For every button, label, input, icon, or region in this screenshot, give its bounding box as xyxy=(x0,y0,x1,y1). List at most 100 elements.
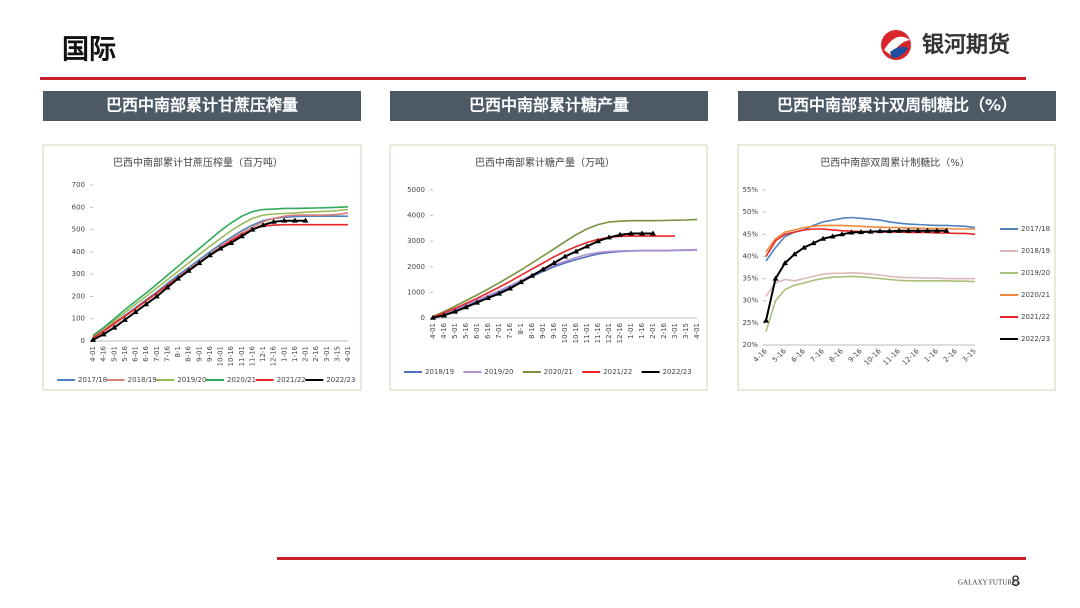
series-marker xyxy=(858,229,864,235)
series-marker xyxy=(452,308,458,314)
x-tick-label: 2-01 xyxy=(649,323,657,339)
x-tick-label: 3-15 xyxy=(682,323,690,339)
x-tick-label: 4-01 xyxy=(89,346,97,362)
y-tick-label: 35% xyxy=(742,275,758,283)
x-tick-label: 12-16 xyxy=(270,345,278,366)
y-tick-label: 40% xyxy=(742,252,758,260)
series-marker xyxy=(924,227,931,233)
x-tick-label: 5-01 xyxy=(451,323,459,339)
series-marker xyxy=(228,239,235,245)
series-marker xyxy=(206,252,213,258)
x-tick-label: 10-01 xyxy=(217,346,225,366)
x-tick-label: 2-16 xyxy=(312,345,320,361)
series-marker xyxy=(848,229,855,235)
x-tick-label: 7-16 xyxy=(163,345,171,361)
x-tick-label: 11-16 xyxy=(248,345,256,366)
series-marker xyxy=(90,336,96,342)
legend-label: 2018/19 xyxy=(128,376,157,384)
series-marker xyxy=(463,304,469,310)
y-tick-label: 300 xyxy=(72,270,85,278)
series-marker xyxy=(153,293,160,299)
x-tick-label: 3-01 xyxy=(671,323,679,339)
series-marker xyxy=(185,267,192,273)
legend-label: 2018/19 xyxy=(1021,247,1050,255)
series-marker xyxy=(943,227,950,233)
series-marker xyxy=(441,312,447,318)
series-marker xyxy=(829,233,836,239)
chart-title: 巴西中南部累计糖产量（万吨） xyxy=(475,156,615,169)
y-tick-label: 500 xyxy=(72,226,85,234)
series-marker xyxy=(249,226,256,232)
x-tick-label: 10-16 xyxy=(227,345,235,366)
x-tick-label: 9-16 xyxy=(550,322,558,338)
series-marker xyxy=(496,290,502,296)
series-line xyxy=(92,215,348,339)
series-marker xyxy=(606,234,612,240)
series-line xyxy=(432,235,675,318)
footer-brand: GALAXY FUTURES xyxy=(958,579,1020,587)
y-tick-label: 50% xyxy=(742,208,758,216)
x-tick-label: 2-16 xyxy=(660,322,668,338)
legend-label: 2022/23 xyxy=(326,376,355,384)
series-marker xyxy=(877,228,883,234)
series-marker xyxy=(291,217,298,223)
x-tick-label: 5-01 xyxy=(110,346,118,362)
series-marker xyxy=(905,227,912,233)
series-line xyxy=(92,206,349,337)
series-marker xyxy=(430,314,436,320)
series-marker xyxy=(839,231,845,237)
legend-label: 2019/20 xyxy=(484,368,513,376)
x-tick-label: 1-16 xyxy=(638,322,646,338)
series-marker xyxy=(485,295,491,301)
series-marker xyxy=(763,317,769,323)
y-tick-label: 25% xyxy=(742,319,758,327)
legend-label: 2020/21 xyxy=(544,368,573,376)
panel-title: 巴西中南部累计双周制糖比（%） xyxy=(777,96,1017,115)
series-marker xyxy=(281,217,288,223)
legend-label: 2018/19 xyxy=(425,368,454,376)
series-marker xyxy=(551,259,557,265)
series-marker xyxy=(175,275,181,281)
series-line xyxy=(765,275,976,332)
x-tick-label: 12-01 xyxy=(605,323,613,343)
y-tick-label: 45% xyxy=(742,230,758,238)
series-marker xyxy=(896,227,902,233)
y-tick-label: 600 xyxy=(72,203,85,211)
x-tick-label: 8-16 xyxy=(528,322,536,338)
legend-label: 2019/20 xyxy=(177,376,206,384)
y-tick-label: 30% xyxy=(742,297,758,305)
series-marker xyxy=(302,217,309,223)
x-tick-label: 6-01 xyxy=(132,346,140,362)
x-tick-label: 9-01 xyxy=(195,346,203,362)
x-tick-label: 4-01 xyxy=(344,346,352,362)
series-marker xyxy=(617,231,623,237)
y-tick-label: 4000 xyxy=(407,212,425,220)
series-marker xyxy=(772,275,779,281)
x-tick-label: 2-01 xyxy=(302,346,310,362)
x-tick-label: 6-01 xyxy=(473,323,481,339)
y-tick-label: 0 xyxy=(421,314,425,322)
header-rule xyxy=(40,77,1026,80)
x-tick-label: 1-16 xyxy=(291,345,299,361)
slide-title: 国际 xyxy=(62,35,116,66)
series-line xyxy=(432,218,698,318)
series-marker xyxy=(820,235,826,241)
series-marker xyxy=(540,266,546,272)
series-line xyxy=(765,224,975,253)
series-marker xyxy=(507,285,513,291)
logo-text: 银河期货 xyxy=(922,32,1010,58)
x-tick-label: 5-16 xyxy=(121,345,129,361)
legend-label: 2017/18 xyxy=(78,376,107,384)
series-marker xyxy=(915,227,921,233)
x-tick-label: 1-01 xyxy=(280,346,288,362)
x-tick-label: 8-1 xyxy=(174,346,182,357)
x-tick-label: 9-01 xyxy=(539,323,547,339)
footer-rule xyxy=(277,557,1026,560)
x-tick-label: 11-01 xyxy=(238,346,246,366)
page-number: 8 xyxy=(1011,574,1020,590)
x-tick-label: 5-16 xyxy=(462,322,470,338)
panel-header xyxy=(43,91,361,121)
panel-title: 巴西中南部累计甘蔗压榨量 xyxy=(106,96,298,115)
series-marker xyxy=(810,240,817,246)
series-marker xyxy=(595,238,601,244)
